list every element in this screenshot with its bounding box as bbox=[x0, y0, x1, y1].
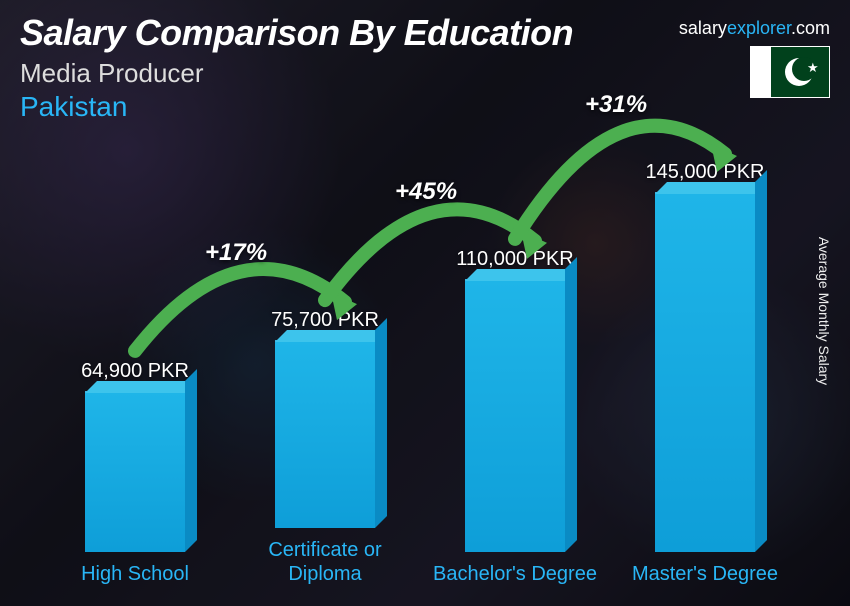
chart-subtitle: Media Producer bbox=[20, 58, 830, 89]
bar-group: 64,900 PKR High School bbox=[48, 360, 223, 586]
bar-category-label: Master's Degree bbox=[632, 562, 778, 586]
flag-stripe bbox=[751, 47, 771, 97]
bar bbox=[85, 391, 185, 552]
bar-value-label: 64,900 PKR bbox=[81, 360, 189, 383]
chart-country: Pakistan bbox=[20, 91, 830, 123]
bar-value-label: 75,700 PKR bbox=[271, 309, 379, 332]
bar-group: 110,000 PKR Bachelor's Degree bbox=[428, 248, 603, 586]
bar-group: 145,000 PKR Master's Degree bbox=[618, 161, 793, 586]
brand-suffix: .com bbox=[791, 18, 830, 38]
flag-star-icon: ★ bbox=[807, 60, 819, 76]
bar bbox=[465, 279, 565, 552]
increase-label: +45% bbox=[395, 178, 457, 206]
brand-prefix: salary bbox=[679, 18, 727, 38]
header: Salary Comparison By Education Media Pro… bbox=[20, 12, 830, 123]
bar bbox=[655, 192, 755, 552]
increase-label: +17% bbox=[205, 239, 267, 267]
brand-mid: explorer bbox=[727, 18, 791, 38]
bar-group: 75,700 PKR Certificate or Diploma bbox=[238, 309, 413, 586]
chart-container: Salary Comparison By Education Media Pro… bbox=[0, 0, 850, 606]
chart-area: 64,900 PKR High School 75,700 PKR Certifica… bbox=[40, 146, 800, 586]
bar-category-label: Bachelor's Degree bbox=[433, 562, 597, 586]
bar bbox=[275, 340, 375, 528]
bar-category-label: Certificate or Diploma bbox=[238, 538, 413, 586]
brand-watermark: salaryexplorer.com bbox=[679, 18, 830, 39]
flag-icon: ★ bbox=[750, 46, 830, 98]
bar-category-label: High School bbox=[81, 562, 189, 586]
yaxis-label: Average Monthly Salary bbox=[816, 237, 832, 385]
bar-value-label: 110,000 PKR bbox=[456, 248, 574, 271]
bar-value-label: 145,000 PKR bbox=[646, 161, 765, 184]
